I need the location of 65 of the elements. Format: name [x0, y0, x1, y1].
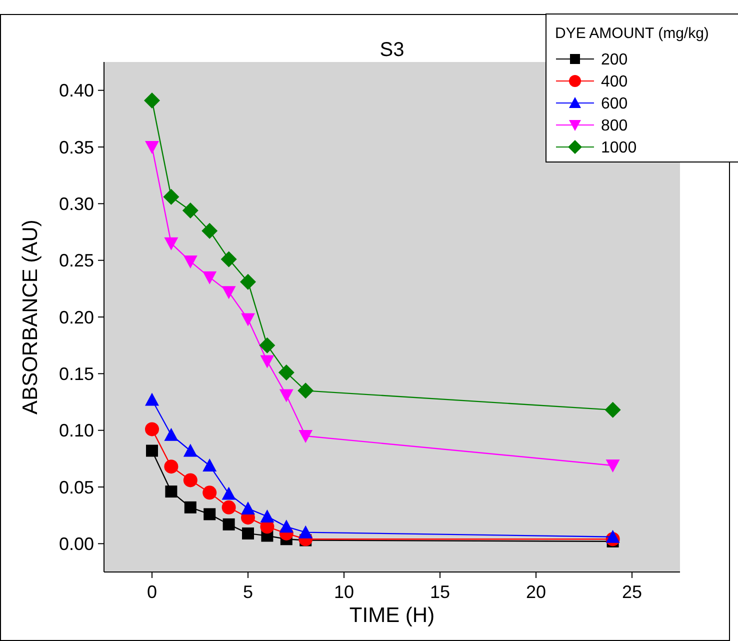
chart-title: S3 [380, 39, 404, 61]
x-tick-label: 5 [242, 582, 254, 602]
point [146, 444, 158, 457]
point [183, 473, 198, 488]
point [145, 392, 159, 406]
x-tick-label: 10 [334, 582, 354, 602]
y-tick-label: 0.10 [58, 420, 94, 441]
point [241, 313, 255, 326]
x-tick-label: 15 [430, 582, 450, 602]
point [222, 500, 236, 514]
point [144, 92, 160, 109]
point [202, 222, 218, 239]
point [298, 525, 313, 538]
x-tick-label: 20 [526, 582, 546, 602]
point [165, 486, 178, 498]
legend-title: DYE AMOUNT (mg/kg) [555, 25, 709, 42]
y-tick-label: 0.05 [58, 477, 94, 498]
point [164, 428, 178, 441]
point [298, 382, 314, 399]
y-axis-title: ABSORBANCE (AU) [19, 220, 42, 414]
point [298, 430, 313, 443]
point [242, 527, 254, 540]
point [184, 501, 196, 514]
point [183, 255, 198, 268]
legend-label: 600 [601, 96, 628, 113]
legend-label: 800 [601, 118, 628, 135]
y-tick-label: 0.30 [58, 194, 94, 214]
x-axis-title: TIME (H) [349, 604, 435, 627]
legend-label: 200 [601, 52, 628, 69]
point [240, 274, 256, 290]
point [164, 237, 178, 250]
point [222, 286, 236, 300]
point [202, 486, 217, 500]
y-tick-label: 0.15 [58, 364, 94, 384]
point [259, 337, 276, 354]
point [606, 530, 620, 543]
legend-label: 1000 [601, 140, 637, 157]
point [260, 355, 274, 368]
x-tick-label: 25 [622, 582, 642, 602]
y-tick-label: 0.20 [58, 307, 94, 328]
y-tick-label: 0.40 [58, 80, 94, 101]
point [145, 141, 159, 154]
point [279, 389, 294, 402]
point [220, 251, 237, 268]
point [604, 402, 621, 418]
point [163, 188, 180, 205]
point [145, 422, 159, 436]
y-tick-label: 0.00 [58, 534, 94, 554]
point [222, 486, 236, 500]
point [606, 459, 620, 472]
point [278, 364, 294, 381]
y-tick-label: 0.25 [58, 250, 94, 271]
point [204, 508, 216, 520]
point [182, 202, 198, 218]
legend-label: 400 [601, 74, 628, 91]
point [260, 509, 274, 522]
point [202, 458, 217, 472]
point [222, 518, 235, 530]
point [164, 460, 178, 474]
point [279, 520, 294, 533]
point [183, 444, 198, 457]
y-tick-label: 0.35 [58, 137, 94, 158]
point [202, 271, 217, 284]
x-tick-label: 0 [146, 582, 158, 602]
point [241, 502, 255, 515]
